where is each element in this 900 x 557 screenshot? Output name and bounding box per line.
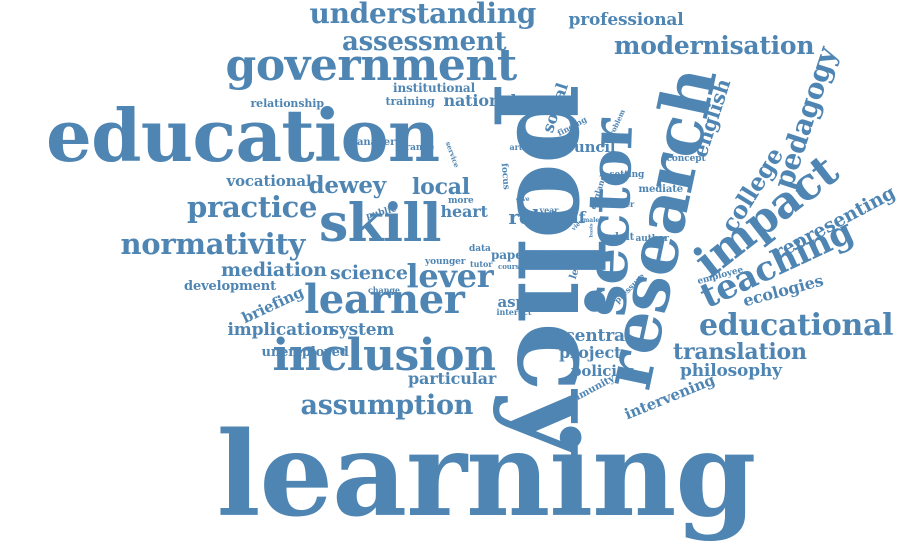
word-practice: practice (187, 189, 318, 224)
word-educational: educational (699, 308, 894, 343)
word-aspect: aspect (497, 292, 552, 311)
word-interact: interact (496, 307, 532, 317)
word-younger: younger (425, 256, 466, 267)
word-relationship: relationship (250, 96, 325, 110)
word-assessment: assessment (342, 27, 507, 57)
word-mediate: mediate (638, 184, 684, 195)
word-concept: concept (666, 153, 706, 164)
word-author: author (635, 233, 669, 244)
word-tutor: tutor (470, 259, 493, 269)
word-national: national (443, 91, 517, 110)
word-normativity: normativity (120, 226, 306, 261)
word-unemployed: unemployed (261, 344, 349, 360)
word-mediation: mediation (221, 258, 327, 281)
word-government: government (225, 40, 518, 91)
word-understanding: understanding (309, 0, 537, 30)
word-learner: learner (304, 276, 465, 323)
word-adult: adult (605, 232, 635, 243)
word-more: more (448, 195, 474, 206)
word-philosophy: philosophy (680, 360, 782, 381)
word-science: science (330, 261, 408, 284)
word-translation: translation (673, 339, 807, 365)
word-setting: setting (609, 169, 645, 180)
word-development: development (184, 278, 276, 294)
word-system: system (329, 319, 395, 340)
word-particular: particular (408, 369, 497, 388)
word-course: course (498, 261, 524, 271)
word-range: range (405, 142, 435, 153)
word-assumption: assumption (300, 389, 474, 421)
word-male: male (583, 217, 600, 224)
word-inclusion: inclusion (272, 330, 497, 381)
word-data: data (469, 243, 491, 254)
word-maker: maker (606, 199, 635, 209)
word-dewey: dewey (308, 171, 387, 199)
word-institutional: institutional (393, 81, 476, 95)
word-basis: basis (588, 222, 595, 238)
word-training: training (385, 94, 435, 108)
word-service: service (443, 139, 461, 169)
word-professional: professional (568, 9, 684, 30)
word-council: council (555, 137, 616, 156)
word-manager: manager (346, 137, 396, 148)
word-lever: lever (406, 257, 494, 295)
word-skill: skill (319, 193, 441, 254)
word-factor: factor (555, 256, 579, 266)
word-half: half (551, 208, 586, 227)
word-education: education (46, 93, 440, 178)
word-project: project (559, 343, 622, 362)
word-group: group (527, 251, 561, 262)
word-policies: policies (571, 361, 635, 380)
word-article: article (509, 142, 539, 152)
word-learning: learning (216, 407, 757, 543)
word-paper: paper (491, 248, 529, 262)
word-modernisation: modernisation (614, 30, 815, 60)
word-change: change (368, 285, 400, 295)
word-role: role (508, 205, 553, 229)
word-year: year (539, 205, 559, 215)
word-central: central (564, 325, 632, 346)
word-local: local (412, 174, 470, 200)
word-vocational: vocational (226, 171, 312, 190)
word-implication: implication (227, 319, 335, 340)
word-give: give (516, 196, 530, 203)
word-heart: heart (440, 202, 488, 221)
word-focus: focus (498, 162, 511, 190)
